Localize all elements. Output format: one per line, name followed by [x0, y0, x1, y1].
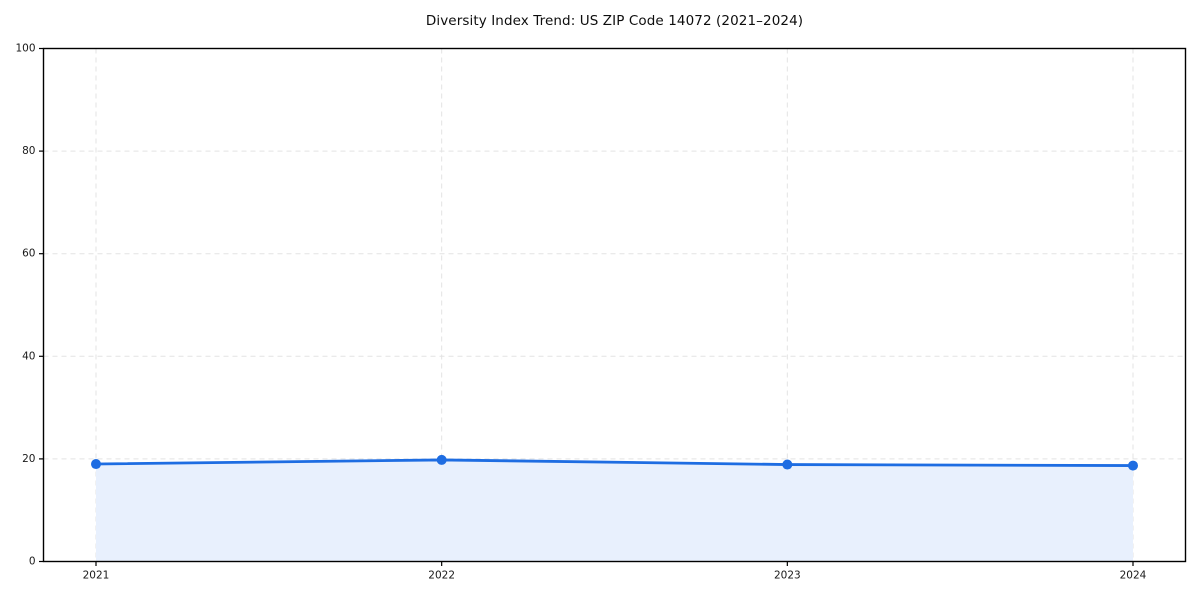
x-tick-label: 2022 — [428, 570, 455, 582]
trend-line — [94, 458, 1135, 467]
area-fill — [96, 459, 1133, 562]
data-point-2023 — [782, 459, 793, 470]
y-tick-label: 0 — [29, 556, 36, 568]
y-tick-label: 60 — [22, 248, 35, 260]
data-point-2021 — [91, 459, 101, 470]
y-tick-label: 80 — [22, 145, 35, 157]
axis-frame — [42, 47, 1187, 563]
x-tick-label: 2021 — [83, 570, 110, 582]
y-tick-label: 20 — [22, 453, 35, 465]
y-tick-label: 40 — [22, 350, 35, 362]
x-tick-label: 2024 — [1120, 570, 1147, 582]
data-point-2022 — [436, 454, 447, 465]
x-tick-label: 2023 — [774, 570, 801, 582]
chart-title: Diversity Index Trend: US ZIP Code 14072… — [425, 13, 804, 29]
data-point-2024 — [1128, 460, 1138, 471]
y-tick-label: 100 — [15, 43, 35, 55]
